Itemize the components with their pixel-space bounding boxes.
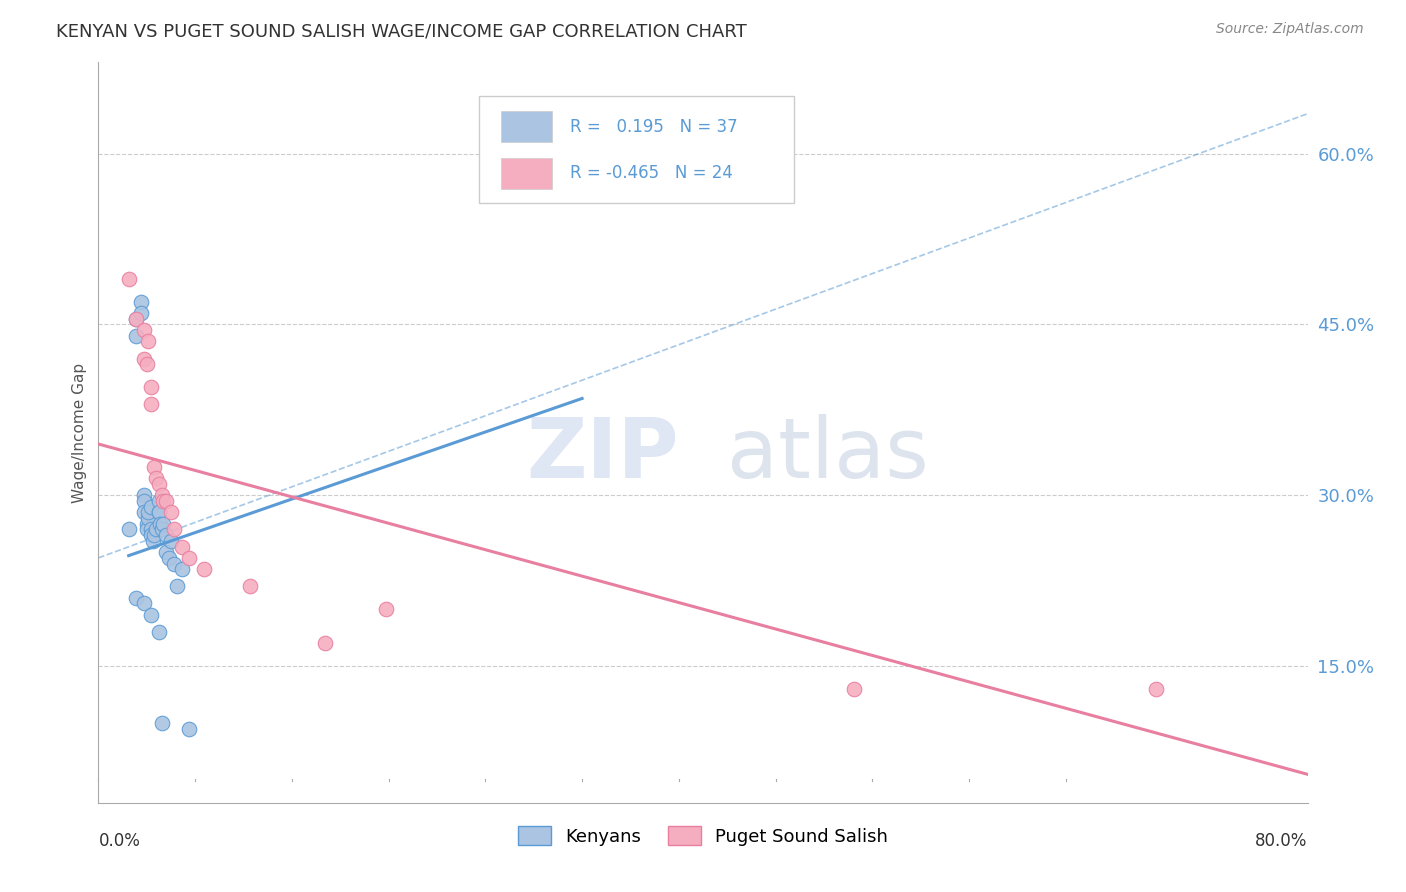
Point [132, 351, 155, 366]
Point [141, 397, 163, 411]
Legend: Kenyans, Puget Sound Salish: Kenyans, Puget Sound Salish [510, 819, 896, 853]
Point [132, 488, 155, 502]
Point [132, 494, 155, 508]
Point [1144, 681, 1167, 696]
Point [145, 523, 167, 537]
Y-axis label: Wage/Income Gap: Wage/Income Gap [72, 362, 87, 503]
Point [143, 459, 166, 474]
Point [125, 311, 148, 326]
Point [148, 505, 170, 519]
Point [148, 505, 170, 519]
Point [163, 523, 186, 537]
Point [141, 523, 163, 537]
Point [160, 533, 183, 548]
Point [125, 591, 148, 605]
Point [148, 494, 170, 508]
Point [145, 471, 167, 485]
Text: Source: ZipAtlas.com: Source: ZipAtlas.com [1216, 22, 1364, 37]
Point [129, 294, 152, 309]
Point [148, 624, 170, 639]
Point [142, 533, 165, 548]
Point [135, 523, 157, 537]
Point [136, 334, 159, 349]
Text: KENYAN VS PUGET SOUND SALISH WAGE/INCOME GAP CORRELATION CHART: KENYAN VS PUGET SOUND SALISH WAGE/INCOME… [56, 22, 747, 40]
Point [170, 540, 193, 554]
Point [125, 311, 148, 326]
Point [239, 579, 262, 593]
Point [150, 716, 173, 731]
Point [844, 681, 866, 696]
Point [179, 550, 201, 565]
Point [159, 550, 181, 565]
Point [155, 545, 177, 559]
Point [141, 500, 163, 514]
Point [118, 272, 141, 286]
Point [132, 505, 155, 519]
Point [148, 476, 170, 491]
Point [374, 602, 396, 616]
Point [152, 516, 174, 531]
Point [143, 528, 166, 542]
Text: ZIP: ZIP [526, 414, 679, 495]
Point [160, 505, 183, 519]
Point [152, 494, 174, 508]
Point [193, 562, 215, 576]
Point [118, 523, 141, 537]
Text: atlas: atlas [727, 414, 929, 495]
Text: R =   0.195   N = 37: R = 0.195 N = 37 [569, 118, 738, 136]
Point [132, 597, 155, 611]
Point [149, 516, 172, 531]
FancyBboxPatch shape [501, 112, 551, 143]
Point [136, 511, 159, 525]
FancyBboxPatch shape [501, 158, 551, 189]
Point [135, 516, 157, 531]
Point [136, 505, 159, 519]
FancyBboxPatch shape [479, 95, 793, 203]
Point [179, 722, 201, 736]
Point [141, 528, 163, 542]
Point [170, 562, 193, 576]
Point [132, 323, 155, 337]
Text: R = -0.465   N = 24: R = -0.465 N = 24 [569, 164, 733, 183]
Text: 0.0%: 0.0% [98, 832, 141, 850]
Point [150, 488, 173, 502]
Point [125, 328, 148, 343]
Point [155, 528, 177, 542]
Point [129, 306, 152, 320]
Point [135, 357, 157, 371]
Point [314, 636, 336, 650]
Point [141, 607, 163, 622]
Point [150, 523, 173, 537]
Point [141, 380, 163, 394]
Point [155, 494, 177, 508]
Text: 80.0%: 80.0% [1256, 832, 1308, 850]
Point [163, 557, 186, 571]
Point [166, 579, 188, 593]
